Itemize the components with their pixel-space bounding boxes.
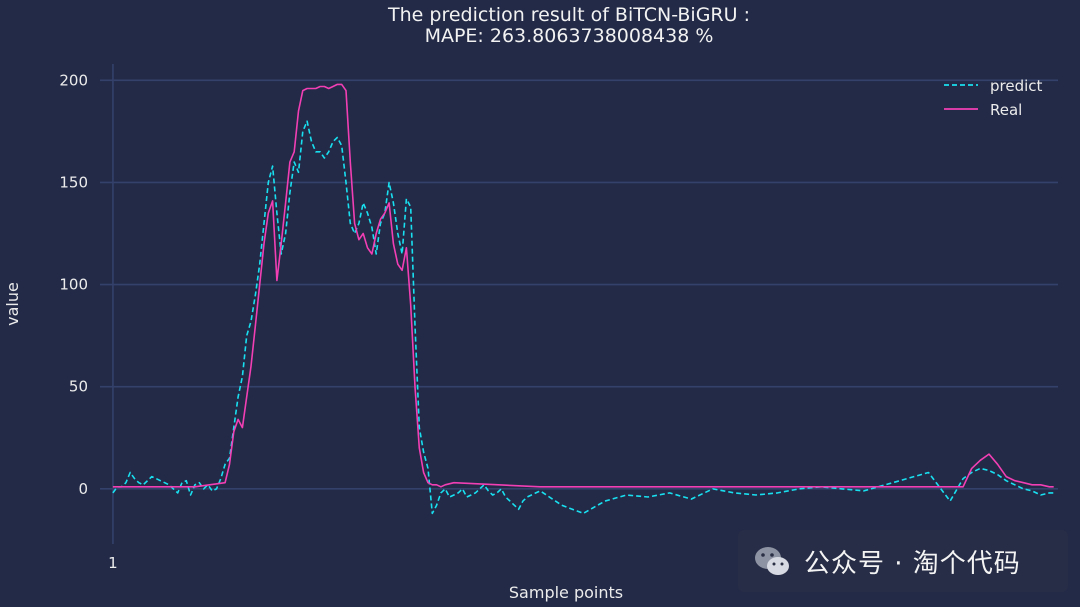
legend-label-predict: predict [990, 77, 1043, 95]
y-tick-0: 0 [78, 480, 88, 498]
y-tick-50: 50 [69, 378, 88, 396]
series-line-real [112, 83, 1054, 488]
watermark: 公众号 · 淘个代码 [738, 530, 1068, 592]
y-tick-labels: 0 50 100 150 200 [59, 71, 88, 498]
y-axis-label: value [3, 282, 22, 326]
legend-label-real: Real [990, 101, 1022, 119]
series-lines [112, 83, 1054, 515]
y-tick-200: 200 [59, 71, 88, 89]
x-tick-1: 1 [108, 554, 118, 572]
x-axis-label: Sample points [509, 583, 623, 602]
chart-title-line2: MAPE: 263.8063738008438 % [425, 25, 714, 47]
series-line-predict [112, 120, 1054, 515]
y-tick-100: 100 [59, 276, 88, 294]
grid-lines [100, 64, 1058, 544]
legend: predict Real [944, 77, 1043, 119]
chart-title-line1: The prediction result of BiTCN-BiGRU : [387, 4, 750, 26]
wechat-icon [752, 541, 792, 581]
y-tick-150: 150 [59, 173, 88, 191]
x-tick-labels: 1 [108, 554, 118, 572]
watermark-text: 公众号 · 淘个代码 [804, 548, 1021, 579]
